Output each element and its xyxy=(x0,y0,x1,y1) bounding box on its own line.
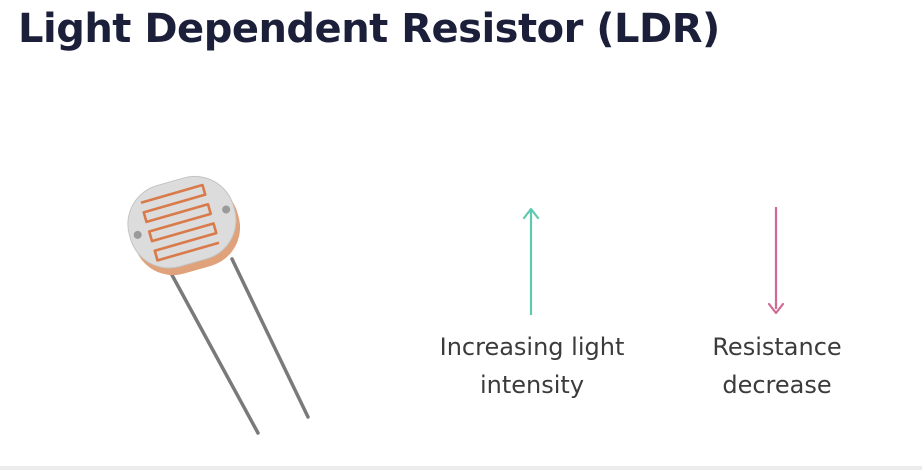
ldr-head xyxy=(127,175,241,276)
slide-title: Light Dependent Resistor (LDR) xyxy=(18,6,720,52)
arrow-down-icon xyxy=(767,207,785,315)
arrow-up-icon xyxy=(522,207,540,315)
ldr-lead-left xyxy=(170,273,260,435)
ldr-trace xyxy=(140,183,220,262)
resistance-caption: Resistance decrease xyxy=(712,333,842,399)
ldr-lead-right xyxy=(230,257,310,419)
ldr-contact-right xyxy=(222,205,231,214)
light-intensity-caption: Increasing light intensity xyxy=(439,333,625,399)
ldr-component-icon xyxy=(127,175,310,435)
footer-divider xyxy=(0,466,922,470)
ldr-contact-left xyxy=(133,230,142,239)
